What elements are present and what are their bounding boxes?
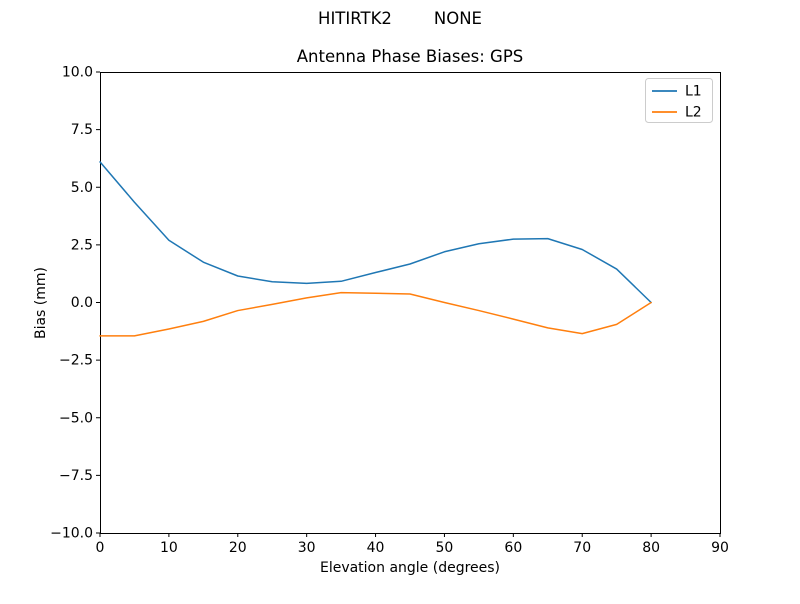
x-tick-label: 10 [160, 540, 178, 556]
data-series [99, 161, 652, 337]
y-tick-label: 7.5 [71, 122, 93, 138]
x-tick-label: 0 [96, 540, 105, 556]
y-tick-label: 10.0 [62, 65, 93, 81]
x-tick-label: 20 [229, 540, 247, 556]
y-tick-label: −5.0 [59, 410, 93, 426]
y-axis-label: Bias (mm) [33, 267, 49, 339]
plot-area-border [100, 72, 721, 534]
legend-label-l2: L2 [685, 105, 702, 121]
y-tick-label: 2.5 [71, 237, 93, 253]
legend-label-l1: L1 [685, 84, 702, 100]
x-tick-label: 70 [573, 540, 591, 556]
x-tick-label: 90 [711, 540, 729, 556]
axis-ticks: 0 10 20 30 40 50 60 70 80 90 −10.0 −7.5 −5.0 −2.5 0.0 2… [50, 65, 729, 557]
y-tick-label: −2.5 [59, 353, 93, 369]
y-tick-label: −10.0 [50, 526, 93, 542]
figure-suptitle: HITIRTK2 NONE [318, 9, 482, 28]
chart-title: Antenna Phase Biases: GPS [297, 47, 524, 66]
series-line-l2 [99, 291, 652, 337]
x-tick-label: 40 [367, 540, 385, 556]
legend[interactable]: L1 L2 [645, 78, 713, 123]
legend-frame [645, 78, 713, 123]
series-line-l1 [99, 161, 652, 304]
y-tick-label: −7.5 [59, 468, 93, 484]
x-tick-label: 80 [642, 540, 660, 556]
y-tick-label: 5.0 [71, 180, 93, 196]
x-axis-label: Elevation angle (degrees) [320, 560, 500, 576]
x-tick-label: 50 [436, 540, 454, 556]
x-tick-label: 30 [298, 540, 316, 556]
x-tick-label: 60 [504, 540, 522, 556]
y-tick-label: 0.0 [71, 295, 93, 311]
